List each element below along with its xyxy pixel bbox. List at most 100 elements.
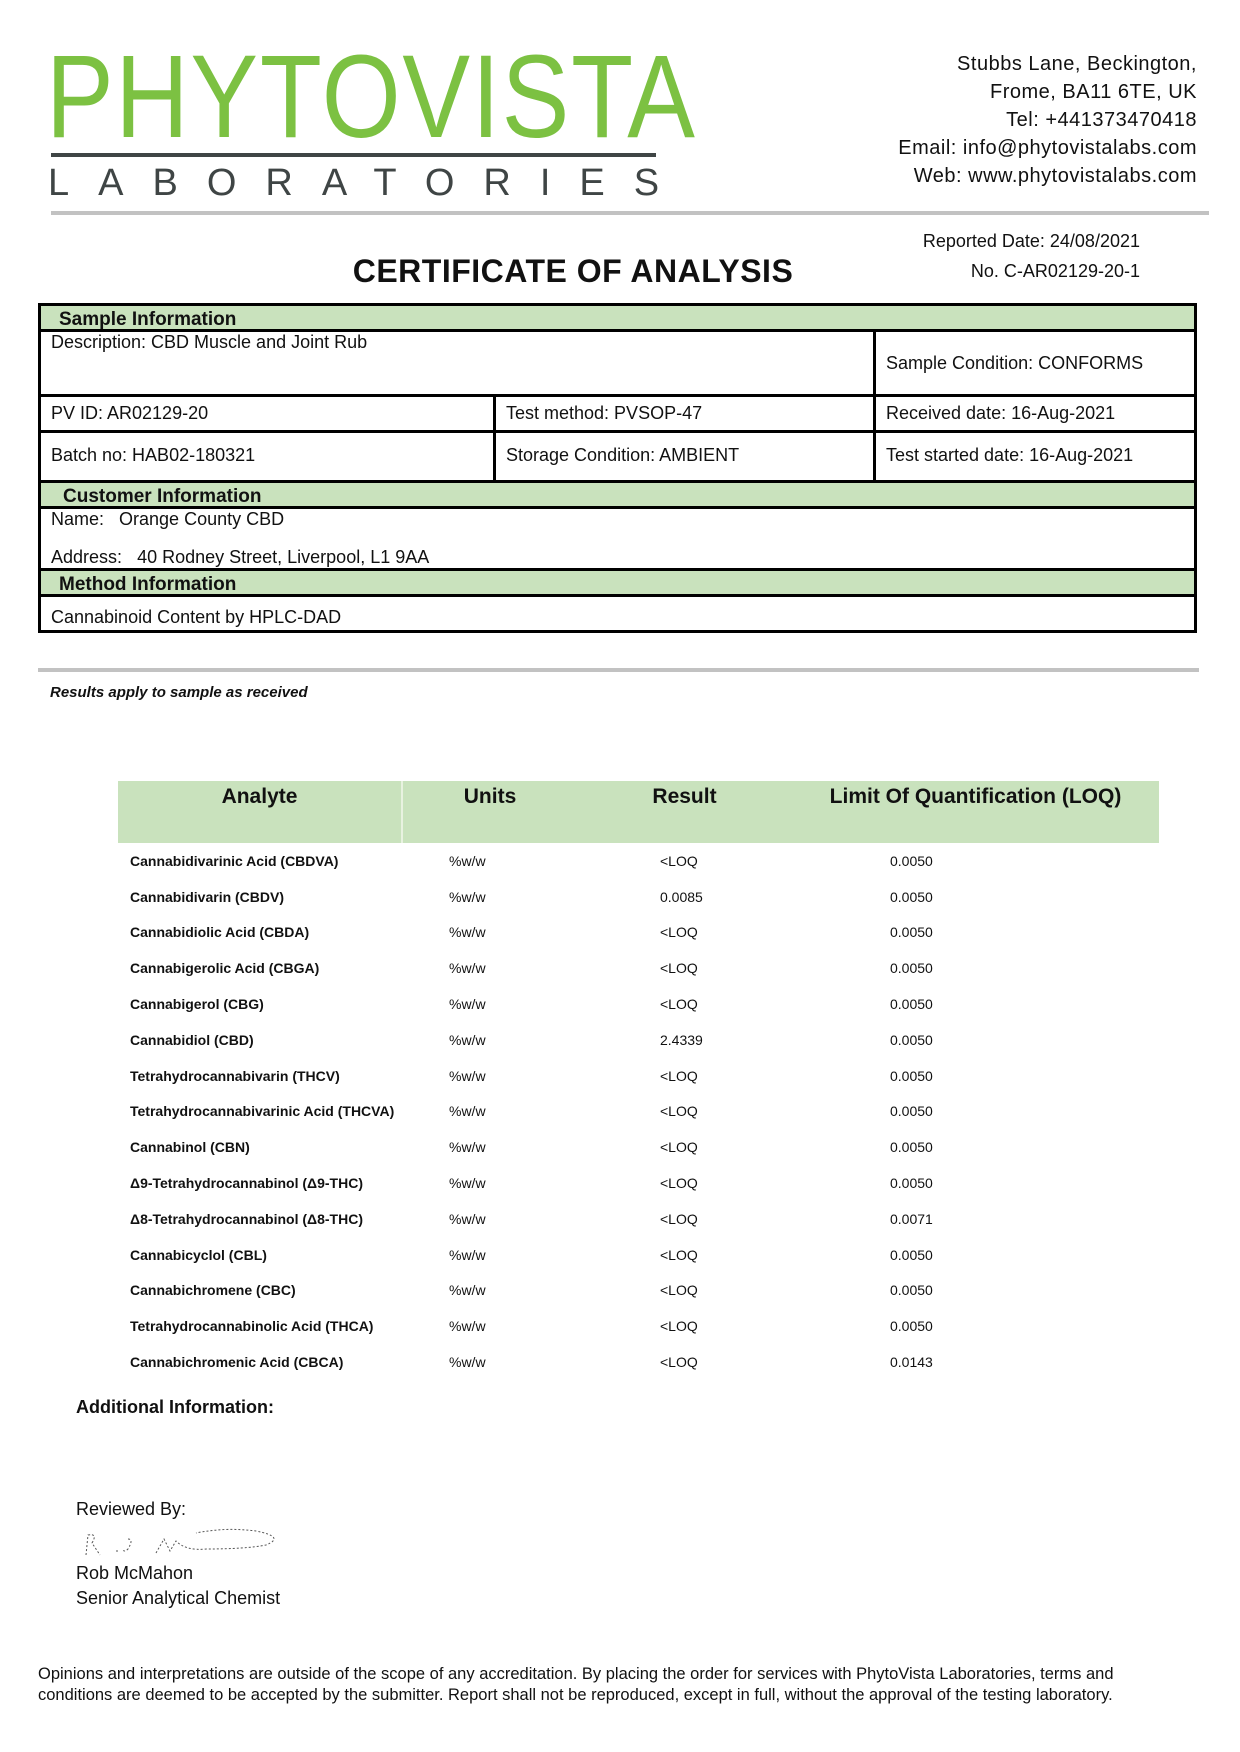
report-meta: Reported Date: 24/08/2021 No. C-AR02129-… (923, 226, 1140, 286)
method-info-header: Method Information (41, 571, 1194, 597)
units-cell: %w/w (449, 924, 486, 941)
analyte-cell: Cannabichromenic Acid (CBCA) (130, 1354, 344, 1371)
loq-cell: 0.0050 (890, 1246, 933, 1263)
col-analyte: Analyte (118, 781, 403, 843)
result-cell: <LOQ (660, 1318, 698, 1335)
address-line: Frome, BA11 6TE, UK (990, 81, 1197, 103)
email: Email: info@phytovistalabs.com (898, 137, 1197, 159)
pv-id: PV ID: AR02129-20 (51, 403, 209, 423)
analyte-cell: Cannabinol (CBN) (130, 1139, 250, 1156)
loq-cell: 0.0050 (890, 960, 933, 977)
customer-address: Address: 40 Rodney Street, Liverpool, L1… (51, 547, 1184, 568)
units-cell: %w/w (449, 1175, 486, 1192)
received-date: Received date: 16-Aug-2021 (873, 397, 1194, 430)
units-cell: %w/w (449, 996, 486, 1013)
results-note: Results apply to sample as received (50, 684, 308, 701)
result-cell: <LOQ (660, 1354, 698, 1371)
analyte-cell: Tetrahydrocannabinolic Acid (THCA) (130, 1318, 374, 1335)
address-value: 40 Rodney Street, Liverpool, L1 9AA (137, 547, 430, 567)
units-cell: %w/w (449, 1246, 486, 1263)
name-label: Name: (51, 509, 105, 529)
analyte-cell: Cannabidiol (CBD) (130, 1031, 254, 1048)
loq-cell: 0.0050 (890, 1103, 933, 1120)
analyte-cell: Δ8-Tetrahydrocannabinol (Δ8-THC) (130, 1210, 363, 1227)
loq-cell: 0.0050 (890, 1282, 933, 1299)
table-row: Cannabidiolic Acid (CBDA) %w/w <LOQ 0.0050 (118, 915, 1159, 951)
result-cell: <LOQ (660, 1210, 698, 1227)
page-title: CERTIFICATE OF ANALYSIS (352, 253, 794, 289)
lab-address: Stubbs Lane, Beckington, Frome, BA11 6TE… (898, 50, 1197, 190)
address-label: Address: (51, 547, 123, 567)
units-cell: %w/w (449, 960, 486, 977)
info-table: Sample Information Description: CBD Musc… (38, 303, 1197, 633)
units-cell: %w/w (449, 852, 486, 869)
units-cell: %w/w (449, 1210, 486, 1227)
table-row: Tetrahydrocannabivarin (THCV) %w/w <LOQ 0.0… (118, 1058, 1159, 1094)
col-units: Units (402, 781, 577, 843)
reviewer: Rob McMahon Senior Analytical Chemist (76, 1561, 280, 1611)
table-row: Cannabigerolic Acid (CBGA) %w/w <LOQ 0.0050 (118, 950, 1159, 986)
units-cell: %w/w (449, 1354, 486, 1371)
analyte-cell: Cannabidivarinic Acid (CBDVA) (130, 852, 339, 869)
result-cell: <LOQ (660, 1282, 698, 1299)
loq-cell: 0.0071 (890, 1210, 933, 1227)
loq-cell: 0.0050 (890, 1031, 933, 1048)
storage-condition: Storage Condition: AMBIENT (493, 433, 873, 480)
table-row: Cannabichromene (CBC) %w/w <LOQ 0.0050 (118, 1273, 1159, 1309)
loq-cell: 0.0050 (890, 1067, 933, 1084)
logo-subtitle: LABORATORIES (48, 162, 689, 204)
reviewer-title: Senior Analytical Chemist (76, 1588, 281, 1608)
units-cell: %w/w (449, 1031, 486, 1048)
name-value: Orange County CBD (119, 509, 285, 529)
result-cell: <LOQ (660, 960, 698, 977)
address-line: Stubbs Lane, Beckington, (957, 53, 1197, 75)
result-cell: <LOQ (660, 996, 698, 1013)
table-row: Cannabinol (CBN) %w/w <LOQ 0.0050 (118, 1129, 1159, 1165)
table-row: Cannabidiol (CBD) %w/w 2.4339 0.0050 (118, 1022, 1159, 1058)
result-cell: <LOQ (660, 924, 698, 941)
result-cell: <LOQ (660, 852, 698, 869)
units-cell: %w/w (449, 1067, 486, 1084)
loq-cell: 0.0050 (890, 924, 933, 941)
reviewed-by-label: Reviewed By: (76, 1499, 187, 1519)
col-result: Result (577, 781, 792, 843)
phone: Tel: +441373470418 (1006, 109, 1197, 131)
description: Description: CBD Muscle and Joint Rub (51, 332, 368, 352)
units-cell: %w/w (449, 1318, 486, 1335)
footer-disclaimer: Opinions and interpretations are outside… (38, 1665, 1114, 1704)
units-cell: %w/w (449, 888, 486, 905)
results-table: Analyte Units Result Limit Of Quantifica… (118, 781, 1159, 1380)
result-cell: 0.0085 (660, 888, 703, 905)
section-rule (38, 668, 1199, 672)
table-row: Cannabidivarinic Acid (CBDVA) %w/w <LOQ 0.0… (118, 843, 1159, 879)
test-method: Test method: PVSOP-47 (493, 397, 873, 430)
analyte-cell: Δ9-Tetrahydrocannabinol (Δ9-THC) (130, 1175, 363, 1192)
analyte-cell: Cannabidiolic Acid (CBDA) (130, 924, 310, 941)
units-cell: %w/w (449, 1103, 486, 1120)
analyte-cell: Cannabicyclol (CBL) (130, 1246, 267, 1263)
reviewer-name: Rob McMahon (76, 1563, 194, 1583)
reported-date: Reported Date: 24/08/2021 (922, 231, 1140, 251)
header-rule (51, 211, 1209, 215)
website: Web: www.phytovistalabs.com (913, 165, 1197, 187)
customer-name: Name: Orange County CBD (51, 509, 1184, 530)
sample-info-header: Sample Information (41, 306, 1194, 332)
batch-no: Batch no: HAB02-180321 (51, 445, 256, 465)
certificate-number: No. C-AR02129-20-1 (970, 261, 1140, 281)
logo: PHYTOVISTA (46, 31, 697, 163)
loq-cell: 0.0143 (890, 1354, 933, 1371)
test-started-date: Test started date: 16-Aug-2021 (873, 433, 1194, 480)
table-row: Cannabichromenic Acid (CBCA) %w/w <LOQ 0.01… (118, 1344, 1159, 1380)
method-content: Cannabinoid Content by HPLC-DAD (51, 607, 342, 627)
customer-info-header: Customer Information (41, 483, 1194, 509)
sample-condition: Sample Condition: CONFORMS (873, 332, 1194, 394)
signature (85, 1528, 275, 1556)
loq-cell: 0.0050 (890, 1139, 933, 1156)
analyte-cell: Cannabidivarin (CBDV) (130, 888, 285, 905)
loq-cell: 0.0050 (890, 996, 933, 1013)
result-cell: <LOQ (660, 1067, 698, 1084)
analyte-cell: Cannabigerol (CBG) (130, 996, 264, 1013)
table-row: Tetrahydrocannabinolic Acid (THCA) %w/w <L… (118, 1308, 1159, 1344)
loq-cell: 0.0050 (890, 888, 933, 905)
additional-info-label: Additional Information: (76, 1397, 274, 1417)
